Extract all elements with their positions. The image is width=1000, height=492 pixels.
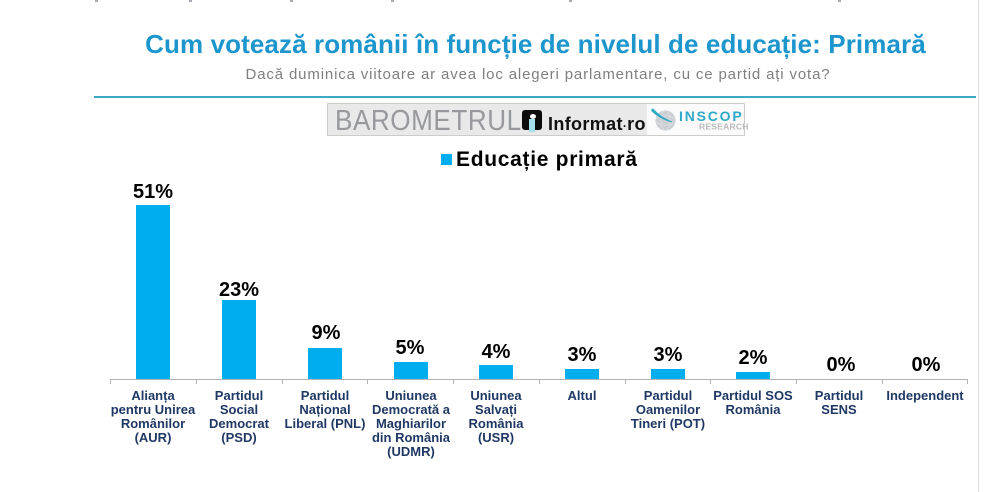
svg-text:RESEARCH: RESEARCH — [699, 122, 749, 132]
svg-text:INSCOP: INSCOP — [679, 108, 743, 124]
